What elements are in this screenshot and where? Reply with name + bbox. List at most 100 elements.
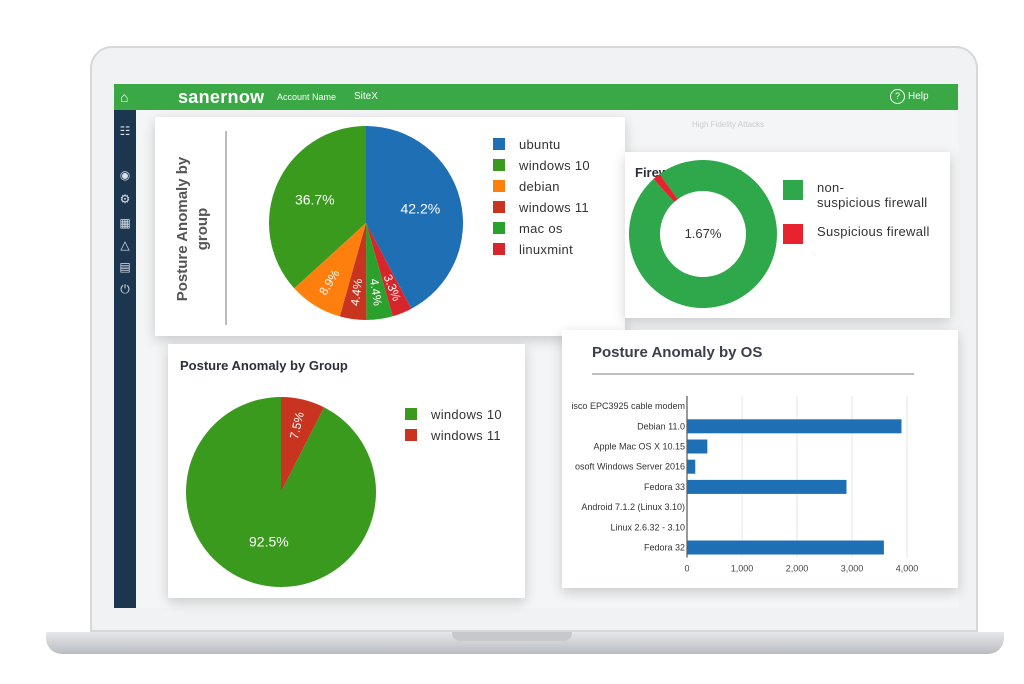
x-tick-label: 3,000 — [841, 564, 864, 574]
pie-slice-mac-os[interactable] — [366, 223, 393, 320]
donut-slice-non-suspicious-firewall[interactable] — [629, 160, 777, 308]
help-label: Help — [908, 91, 929, 102]
pie-slice-linuxmint[interactable] — [366, 223, 412, 317]
legend-swatch — [493, 201, 505, 213]
legend-swatch — [493, 159, 505, 171]
posture-group-pie-card: Posture Anomaly by group 42.2% 3.3% 4.4% 4.… — [155, 117, 625, 336]
firewall-center-label: 1.67% — [685, 226, 722, 241]
y-tick-label: Fedora 33 — [644, 482, 685, 492]
bg-attacks-title: High Fidelity Attacks — [692, 120, 765, 129]
report-icon[interactable]: ▦ — [119, 216, 131, 230]
legend-label: linuxmint — [519, 242, 573, 257]
y-tick-label: osoft Windows Server 2016 — [575, 462, 685, 472]
legend-label: ubuntu — [519, 137, 561, 152]
legend-label: Suspicious firewall — [817, 224, 930, 239]
legend-swatch — [493, 138, 505, 150]
legend-item-windows-10[interactable]: windows 10 — [405, 407, 502, 422]
legend-label: windows 10 — [519, 158, 590, 173]
pie-slice-windows-10[interactable] — [186, 397, 376, 587]
legend-label: windows 10 — [431, 407, 502, 422]
pie-slice-windows-11[interactable] — [281, 397, 325, 492]
slice-label-windows-10: 36.7% — [295, 191, 335, 207]
laptop-base — [46, 632, 1004, 654]
clipboard-icon[interactable]: ▤ — [119, 260, 131, 274]
x-tick-label: 2,000 — [786, 564, 809, 574]
gear-icon[interactable]: ⚙ — [119, 192, 131, 206]
pie-slice-debian[interactable] — [294, 223, 366, 317]
posture-os-bar-card: Posture Anomaly by OS isco EPC3925 cable… — [562, 330, 958, 588]
slice-label-mac-os: 4.4% — [367, 278, 385, 307]
pie-slice-ubuntu[interactable] — [366, 126, 463, 309]
account-name[interactable]: Account Name — [277, 92, 337, 102]
legend-swatch — [783, 180, 803, 200]
legend-swatch — [783, 224, 803, 244]
pie-slice-windows-10[interactable] — [269, 126, 366, 289]
legend-item-windows-11[interactable]: windows 11 — [493, 200, 589, 215]
legend-label-line: non- — [817, 180, 845, 195]
x-tick-label: 0 — [684, 564, 689, 574]
bar-debian-11-0[interactable] — [687, 419, 902, 434]
firewall-donut-chart: 1.67% — [629, 160, 777, 308]
legend-swatch — [405, 408, 417, 420]
posture-group-bottom-card: Posture Anomaly by Group 7.5% 92.5% windo… — [168, 344, 525, 598]
slice-label-ubuntu: 42.2% — [400, 200, 440, 216]
y-tick-label: Linux 2.6.32 - 3.10 — [610, 522, 685, 532]
warning-icon[interactable]: △ — [120, 238, 130, 252]
legend-label: mac os — [519, 221, 563, 236]
legend-item-windows-11[interactable]: windows 11 — [405, 428, 501, 443]
posture-group-title: Posture Anomaly by group — [174, 156, 211, 301]
posture-group-bottom-pie-chart: 7.5% 92.5% — [186, 397, 376, 587]
pie-slice-windows-11[interactable] — [339, 223, 367, 320]
posture-group-pie-chart: Posture Anomaly by group 42.2%3.3%4.4%4.… — [174, 126, 463, 325]
y-tick-label: Debian 11.0 — [637, 421, 685, 431]
legend-swatch — [405, 429, 417, 441]
logout-icon[interactable]: ⏻ — [120, 282, 130, 296]
legend-label: windows 11 — [519, 200, 589, 215]
legend-label-line: suspicious firewall — [817, 195, 928, 210]
site-selector[interactable]: SiteX — [354, 91, 378, 102]
legend-label-line: Suspicious firewall — [817, 224, 930, 239]
legend-label: windows 11 — [431, 428, 501, 443]
x-tick-label: 1,000 — [731, 564, 754, 574]
title-line-2: group — [194, 208, 211, 251]
bar-apple-mac-os-x-10-15[interactable] — [687, 439, 708, 454]
title-line-1: Posture Anomaly by — [174, 156, 191, 301]
help-button[interactable]: ? Help — [890, 89, 929, 104]
bar-fedora-33[interactable] — [687, 479, 847, 494]
slice-label-windows-11: 4.4% — [348, 277, 366, 306]
legend-item-linuxmint[interactable]: linuxmint — [493, 242, 573, 257]
top-navbar: ⌂ sanernow Account Name SiteX ? Help — [114, 84, 958, 110]
laptop-notch — [452, 632, 572, 641]
y-tick-label: Apple Mac OS X 10.15 — [593, 442, 685, 452]
legend-label: debian — [519, 179, 560, 194]
eye-icon[interactable]: ◉ — [119, 168, 131, 182]
slice-label-windows-10: 92.5% — [249, 534, 289, 550]
legend-item-mac-os[interactable]: mac os — [493, 221, 563, 236]
legend-swatch — [493, 180, 505, 192]
legend-item-suspicious-firewall[interactable]: Suspicious firewall — [783, 224, 930, 246]
donut-slice-suspicious-firewall[interactable] — [653, 174, 678, 203]
legend-item-debian[interactable]: debian — [493, 179, 560, 194]
legend-swatch — [493, 222, 505, 234]
slice-label-windows-11: 7.5% — [287, 410, 307, 440]
help-icon: ? — [890, 89, 905, 104]
sidebar: ☷ ◉ ⚙ ▦ △ ▤ ⏻ — [114, 110, 136, 608]
legend-item-windows-10[interactable]: windows 10 — [493, 158, 590, 173]
posture-os-title: Posture Anomaly by OS — [592, 344, 763, 361]
legend-label: non-suspicious firewall — [817, 180, 927, 210]
x-tick-label: 4,000 — [896, 564, 919, 574]
legend-swatch — [493, 243, 505, 255]
brand-logo[interactable]: sanernow — [178, 87, 265, 107]
posture-group-bottom-title: Posture Anomaly by Group — [180, 358, 348, 373]
posture-os-bar-chart: isco EPC3925 cable modem Debian 11.0 Apple… — [571, 373, 919, 574]
network-icon[interactable]: ☷ — [119, 124, 131, 138]
y-tick-label: Android 7.1.2 (Linux 3.10) — [581, 502, 685, 512]
legend-item-non-suspicious-firewall[interactable]: non-suspicious firewall — [783, 180, 927, 210]
y-tick-label: Fedora 32 — [644, 543, 685, 553]
y-tick-label: isco EPC3925 cable modem — [571, 401, 685, 411]
legend-item-ubuntu[interactable]: ubuntu — [493, 137, 561, 152]
bar-fedora-32[interactable] — [687, 540, 884, 555]
home-icon[interactable]: ⌂ — [120, 89, 129, 105]
bar-osoft-windows-server-2016[interactable] — [687, 459, 696, 474]
firewall-donut-card: Firewall Anomaly 1.67% non-suspicious fi… — [625, 152, 950, 318]
